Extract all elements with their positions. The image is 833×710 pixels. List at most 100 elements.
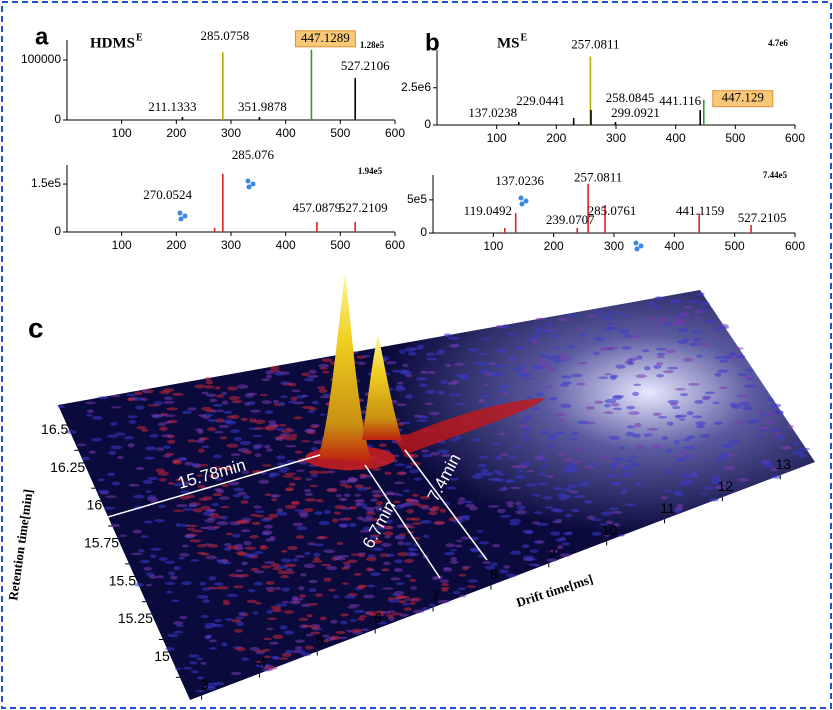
noise bbox=[228, 481, 240, 486]
x-tick-label: 100 bbox=[112, 126, 132, 140]
noise bbox=[276, 455, 286, 460]
noise bbox=[195, 689, 205, 693]
noise bbox=[98, 478, 105, 482]
noise bbox=[576, 382, 586, 386]
noise bbox=[656, 374, 665, 378]
noise bbox=[161, 434, 173, 438]
noise bbox=[495, 363, 506, 368]
noise bbox=[559, 353, 569, 358]
noise bbox=[249, 646, 260, 651]
x-tick-label: 500 bbox=[725, 239, 745, 253]
noise bbox=[780, 445, 791, 450]
noise bbox=[546, 558, 558, 562]
noise bbox=[275, 603, 288, 607]
y-tick-label: 15.5 bbox=[109, 572, 136, 588]
noise bbox=[443, 333, 452, 338]
noise bbox=[737, 477, 749, 482]
noise bbox=[243, 553, 255, 558]
noise bbox=[545, 475, 555, 478]
noise bbox=[321, 358, 333, 363]
noise bbox=[402, 489, 410, 493]
noise bbox=[521, 432, 530, 437]
noise bbox=[662, 322, 673, 327]
noise bbox=[249, 418, 257, 423]
noise bbox=[449, 343, 459, 348]
noise bbox=[518, 364, 527, 368]
noise bbox=[280, 574, 289, 579]
noise bbox=[679, 393, 689, 397]
noise bbox=[593, 351, 600, 356]
x-tick-label: 300 bbox=[221, 238, 241, 252]
noise bbox=[764, 464, 774, 468]
noise bbox=[216, 521, 229, 526]
noise bbox=[729, 402, 738, 407]
noise bbox=[767, 412, 777, 416]
noise bbox=[190, 670, 199, 674]
noise bbox=[205, 380, 214, 385]
noise bbox=[153, 401, 163, 406]
noise bbox=[585, 421, 596, 425]
noise bbox=[416, 377, 429, 381]
noise bbox=[127, 415, 138, 419]
noise bbox=[482, 362, 491, 366]
peak bbox=[362, 335, 402, 440]
noise bbox=[728, 439, 740, 444]
noise bbox=[163, 396, 174, 401]
noise bbox=[294, 450, 303, 454]
noise bbox=[174, 667, 182, 671]
noise bbox=[256, 660, 264, 664]
noise bbox=[621, 488, 629, 493]
noise bbox=[132, 529, 142, 534]
noise bbox=[252, 444, 264, 448]
noise bbox=[270, 563, 280, 568]
noise bbox=[340, 613, 350, 617]
noise bbox=[584, 465, 596, 469]
noise bbox=[417, 344, 425, 349]
noise bbox=[467, 579, 479, 583]
noise bbox=[698, 301, 710, 306]
noise bbox=[252, 611, 259, 615]
noise bbox=[236, 384, 249, 389]
noise bbox=[712, 328, 722, 332]
noise bbox=[459, 594, 467, 598]
noise bbox=[626, 358, 634, 362]
noise bbox=[274, 586, 281, 590]
annotation-line bbox=[364, 464, 441, 579]
noise bbox=[178, 556, 186, 560]
noise bbox=[480, 468, 489, 473]
noise bbox=[241, 657, 250, 661]
noise bbox=[221, 515, 228, 520]
noise bbox=[392, 500, 401, 504]
y-tick-label: 15 bbox=[154, 648, 170, 664]
noise bbox=[294, 646, 303, 650]
peak-label: 137.0236 bbox=[495, 173, 544, 188]
noise bbox=[534, 456, 542, 461]
noise bbox=[792, 441, 800, 446]
noise bbox=[561, 542, 571, 546]
noise bbox=[276, 511, 288, 516]
noise bbox=[143, 566, 153, 571]
noise bbox=[712, 401, 720, 405]
noise bbox=[261, 400, 272, 405]
noise bbox=[243, 541, 252, 546]
noise bbox=[359, 615, 368, 618]
peak-label: 229.0441 bbox=[516, 93, 565, 108]
noise bbox=[285, 568, 293, 572]
noise bbox=[403, 607, 412, 611]
noise bbox=[363, 594, 375, 599]
noise bbox=[386, 613, 395, 618]
noise bbox=[509, 550, 522, 555]
noise bbox=[499, 569, 509, 574]
y-tick-label: 0 bbox=[54, 112, 61, 126]
noise bbox=[506, 573, 517, 578]
noise bbox=[458, 375, 471, 380]
noise bbox=[480, 337, 491, 341]
x-tick-label: 8 bbox=[490, 566, 498, 582]
noise bbox=[217, 586, 229, 590]
noise bbox=[346, 629, 353, 633]
annotation-line bbox=[107, 454, 321, 518]
noise bbox=[318, 363, 330, 368]
noise bbox=[149, 433, 159, 438]
peak-label: 119.0492 bbox=[464, 203, 512, 218]
